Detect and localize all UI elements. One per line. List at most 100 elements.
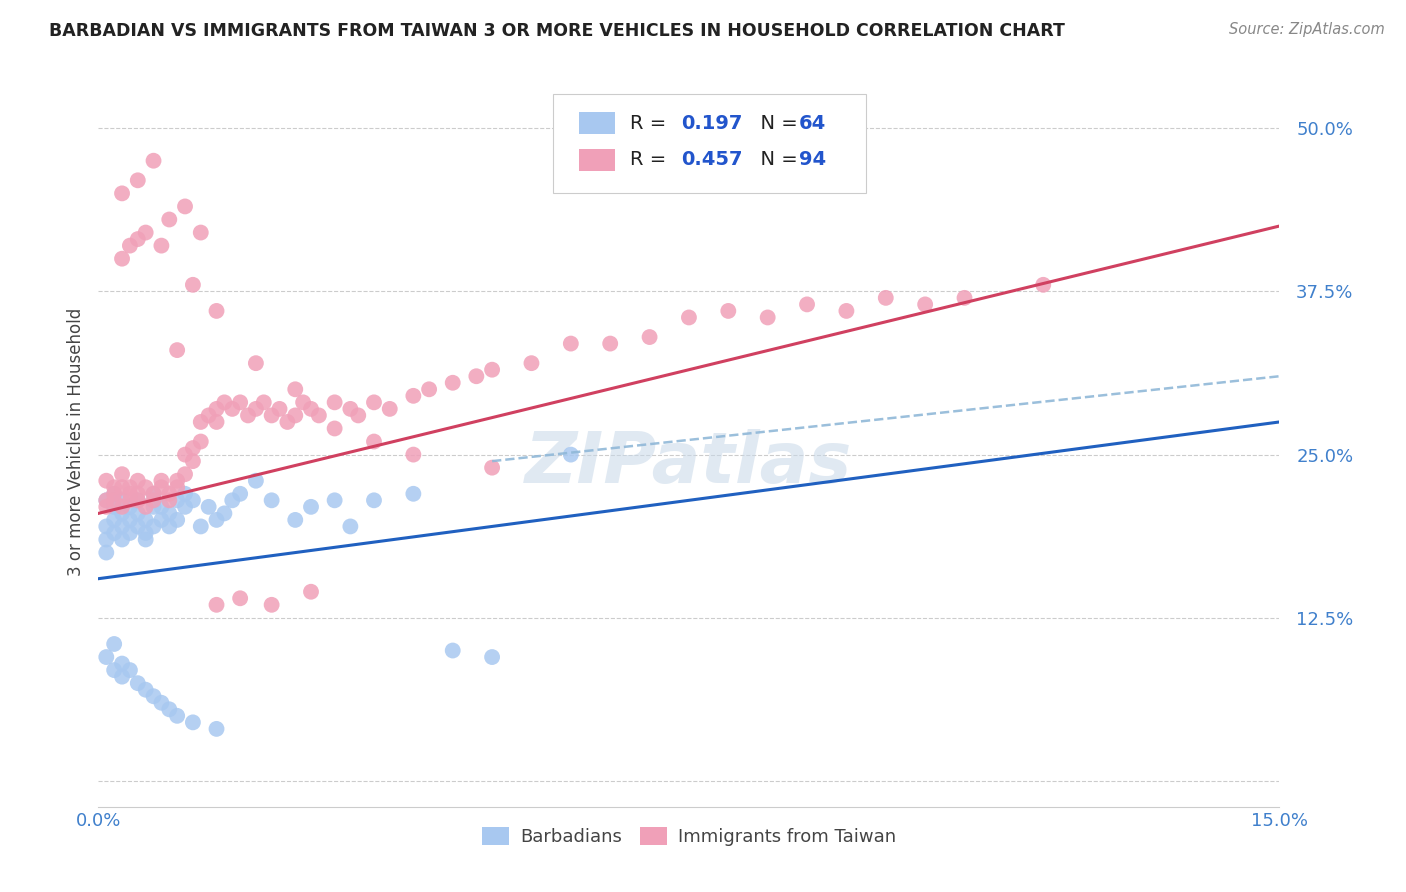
Text: 64: 64: [799, 114, 827, 133]
Point: [103, 487, 125, 501]
Point: [103, 637, 125, 651]
Point: [96, 650, 118, 665]
Point: [96, 519, 118, 533]
Point: [260, 598, 283, 612]
Point: [111, 519, 134, 533]
Point: [142, 690, 165, 704]
Point: [157, 212, 180, 227]
Point: [418, 382, 440, 396]
Point: [269, 401, 291, 416]
Point: [205, 598, 228, 612]
Text: R =: R =: [630, 114, 672, 133]
Text: 0.457: 0.457: [681, 151, 742, 169]
Point: [181, 715, 204, 730]
Point: [875, 291, 897, 305]
FancyBboxPatch shape: [579, 149, 614, 171]
Point: [284, 513, 307, 527]
Point: [127, 507, 149, 521]
Text: BARBADIAN VS IMMIGRANTS FROM TAIWAN 3 OR MORE VEHICLES IN HOUSEHOLD CORRELATION : BARBADIAN VS IMMIGRANTS FROM TAIWAN 3 OR…: [49, 22, 1066, 40]
Point: [796, 297, 818, 311]
Point: [118, 500, 141, 514]
Text: N =: N =: [748, 151, 804, 169]
Point: [111, 500, 134, 514]
Point: [953, 291, 976, 305]
Point: [150, 696, 173, 710]
Point: [135, 480, 157, 494]
Point: [174, 199, 197, 213]
Point: [756, 310, 779, 325]
Point: [308, 409, 330, 423]
Point: [127, 474, 149, 488]
Point: [339, 401, 361, 416]
Y-axis label: 3 or more Vehicles in Household: 3 or more Vehicles in Household: [66, 308, 84, 575]
Point: [135, 226, 157, 240]
Point: [214, 507, 236, 521]
FancyBboxPatch shape: [553, 95, 866, 193]
Point: [284, 382, 307, 396]
Point: [111, 507, 134, 521]
Point: [245, 401, 267, 416]
Point: [402, 487, 425, 501]
Point: [214, 395, 236, 409]
Point: [378, 401, 401, 416]
Point: [127, 493, 149, 508]
Point: [118, 513, 141, 527]
Point: [363, 395, 385, 409]
Point: [260, 493, 283, 508]
Point: [103, 663, 125, 677]
Point: [96, 533, 118, 547]
Point: [135, 533, 157, 547]
Point: [323, 421, 346, 435]
Point: [174, 448, 197, 462]
Point: [150, 480, 173, 494]
Point: [339, 519, 361, 533]
Point: [118, 487, 141, 501]
Point: [599, 336, 621, 351]
Point: [96, 493, 118, 508]
Point: [284, 409, 307, 423]
Point: [914, 297, 936, 311]
Point: [135, 526, 157, 541]
FancyBboxPatch shape: [579, 112, 614, 135]
Point: [157, 507, 180, 521]
Point: [181, 493, 204, 508]
Point: [299, 500, 322, 514]
Point: [205, 513, 228, 527]
Point: [299, 584, 322, 599]
Legend: Barbadians, Immigrants from Taiwan: Barbadians, Immigrants from Taiwan: [475, 819, 903, 853]
Point: [127, 519, 149, 533]
Point: [127, 676, 149, 690]
Point: [111, 670, 134, 684]
Point: [135, 513, 157, 527]
Point: [142, 153, 165, 168]
Point: [142, 500, 165, 514]
Point: [103, 487, 125, 501]
Point: [1032, 277, 1054, 292]
Point: [181, 441, 204, 455]
Point: [292, 395, 315, 409]
Point: [103, 513, 125, 527]
Point: [299, 401, 322, 416]
Point: [205, 415, 228, 429]
Text: N =: N =: [748, 114, 804, 133]
Point: [150, 513, 173, 527]
Point: [835, 304, 858, 318]
Point: [229, 591, 252, 606]
Point: [157, 487, 180, 501]
Point: [96, 500, 118, 514]
Point: [111, 533, 134, 547]
Point: [363, 493, 385, 508]
Point: [245, 356, 267, 370]
Point: [190, 434, 212, 449]
Point: [127, 487, 149, 501]
Point: [157, 702, 180, 716]
Point: [402, 448, 425, 462]
Point: [323, 395, 346, 409]
Text: 94: 94: [799, 151, 825, 169]
Point: [142, 487, 165, 501]
Point: [197, 500, 219, 514]
Point: [197, 409, 219, 423]
Point: [221, 401, 243, 416]
Point: [96, 493, 118, 508]
Point: [150, 474, 173, 488]
